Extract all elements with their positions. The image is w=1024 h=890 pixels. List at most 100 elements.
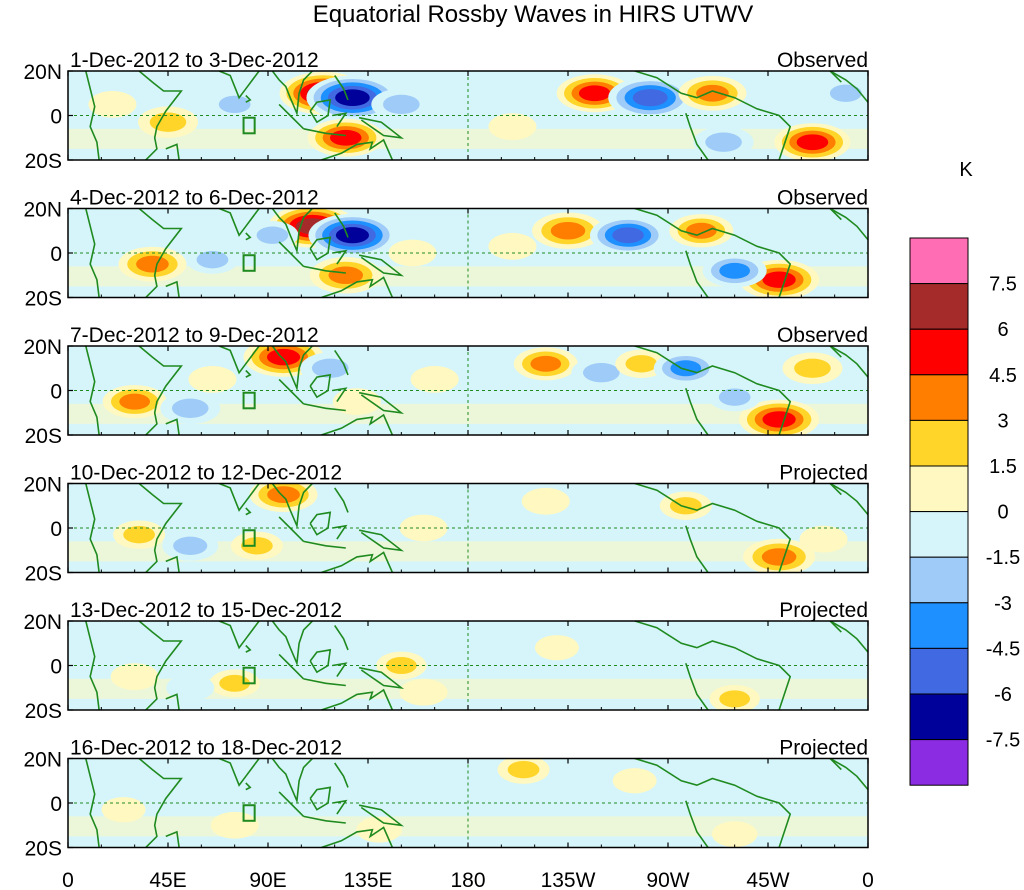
anomaly-blob — [308, 213, 397, 257]
coastline — [138, 483, 183, 573]
coastline — [321, 413, 394, 435]
anomaly-contour — [385, 657, 417, 674]
panel-status-label: Observed — [777, 49, 868, 72]
coastline — [165, 418, 180, 435]
anomaly-blob — [678, 75, 747, 111]
coastline — [332, 112, 348, 128]
anomaly-contour — [762, 411, 796, 428]
anomaly-contour — [311, 358, 349, 378]
y-tick-label: 0 — [50, 243, 62, 266]
panel: 20N 0 20S 1-Dec-2012 to 3-Dec-2012 Observed — [23, 49, 869, 173]
anomaly-contour — [718, 388, 751, 406]
coastline — [309, 98, 332, 124]
y-tick-label: 20N — [23, 474, 62, 497]
panel-period-label: 1-Dec-2012 to 3-Dec-2012 — [70, 49, 319, 72]
anomaly-contour — [685, 222, 717, 239]
coastline — [685, 525, 709, 573]
anomaly-contour — [256, 226, 289, 244]
coastline — [309, 236, 332, 261]
anomaly-blob — [799, 525, 848, 553]
coastline — [829, 483, 868, 516]
coastline — [303, 128, 346, 137]
coastline — [334, 625, 349, 651]
y-tick-label: 0 — [50, 518, 62, 541]
coastline — [303, 540, 346, 549]
anomaly-contour — [719, 690, 751, 708]
anomaly-blob — [708, 382, 761, 412]
colorbar-swatch — [909, 602, 969, 649]
coastline — [358, 116, 405, 139]
coastline — [829, 346, 868, 378]
y-tick-label: 20N — [23, 336, 62, 359]
anomaly-contour — [796, 134, 829, 151]
colorbar-swatch — [909, 693, 969, 741]
anomaly-contour — [101, 797, 146, 823]
anomaly-blob — [532, 212, 604, 249]
region-box — [242, 391, 256, 410]
anomaly-contour — [110, 663, 159, 691]
anomaly-blob — [209, 669, 260, 698]
coastline — [271, 483, 313, 529]
x-tick-label: 45E — [149, 869, 186, 890]
coastline — [634, 483, 792, 573]
anomaly-blob — [210, 811, 259, 839]
anomaly-contour — [711, 821, 758, 848]
panel-status-label: Observed — [777, 324, 868, 347]
colorbar: K 7.5 6 4.5 3 1.5 0 -1.5 -3 -4.5 -6 -7.5 — [909, 159, 1020, 786]
coastline — [245, 644, 252, 653]
coastline — [309, 373, 332, 399]
y-tick-label: 0 — [50, 793, 62, 816]
coastline — [218, 208, 260, 237]
coastline — [685, 250, 709, 298]
coastline — [358, 666, 405, 689]
anomaly-blob — [743, 538, 816, 573]
colorbar-swatch — [909, 283, 969, 330]
coastline — [245, 782, 252, 791]
panel: 20N 0 20S 7-Dec-2012 to 9-Dec-2012 Observed — [23, 324, 869, 448]
anomaly-blob — [246, 221, 299, 250]
anomaly-contour — [612, 227, 644, 244]
y-tick-label: 20N — [23, 749, 62, 772]
panel-period-label: 7-Dec-2012 to 9-Dec-2012 — [70, 324, 319, 347]
panel: 20N 0 20S 16-Dec-2012 to 18-Dec-2012 Project… — [23, 737, 869, 861]
anomaly-contour — [332, 503, 381, 531]
panel-period-label: 13-Dec-2012 to 15-Dec-2012 — [70, 599, 342, 622]
coastlines — [85, 483, 868, 573]
panel-plot-area — [68, 71, 868, 160]
colorbar-label: 4.5 — [989, 365, 1017, 387]
y-tick-label: 20S — [25, 425, 62, 448]
coastline — [685, 388, 709, 435]
coastline — [303, 678, 346, 687]
coastline — [321, 138, 394, 160]
coastline — [634, 758, 792, 848]
coastline — [634, 208, 792, 298]
panel-period-label: 4-Dec-2012 to 6-Dec-2012 — [70, 187, 319, 210]
anomaly-contour — [136, 255, 169, 273]
anomaly-contour — [196, 251, 229, 269]
anomaly-contour — [588, 503, 637, 531]
coastline — [829, 208, 868, 241]
anomaly-contour — [488, 113, 537, 141]
anomaly-contour — [171, 398, 209, 418]
anomaly-contour — [399, 678, 448, 706]
anomaly-blob — [371, 88, 432, 121]
colorbar-label: -3 — [994, 593, 1012, 615]
anomaly-contour — [166, 674, 215, 702]
anomaly-blob — [410, 365, 459, 393]
colorbar-swatch — [909, 647, 969, 695]
panel-plot-area — [68, 483, 868, 573]
anomaly-blob — [709, 684, 760, 710]
colorbar-label: 0 — [997, 502, 1008, 524]
anomaly-contour — [612, 768, 657, 794]
coastline — [245, 369, 252, 378]
y-tick-label: 0 — [50, 381, 62, 404]
anomaly-contour — [241, 537, 273, 555]
anomaly-contour — [507, 760, 540, 779]
y-tick-label: 0 — [50, 656, 62, 679]
anomaly-blob — [612, 768, 657, 794]
anomaly-blob — [774, 123, 851, 160]
anomaly-blob — [162, 530, 219, 561]
y-tick-label: 20S — [25, 288, 62, 311]
y-tick-label: 20S — [25, 700, 62, 723]
